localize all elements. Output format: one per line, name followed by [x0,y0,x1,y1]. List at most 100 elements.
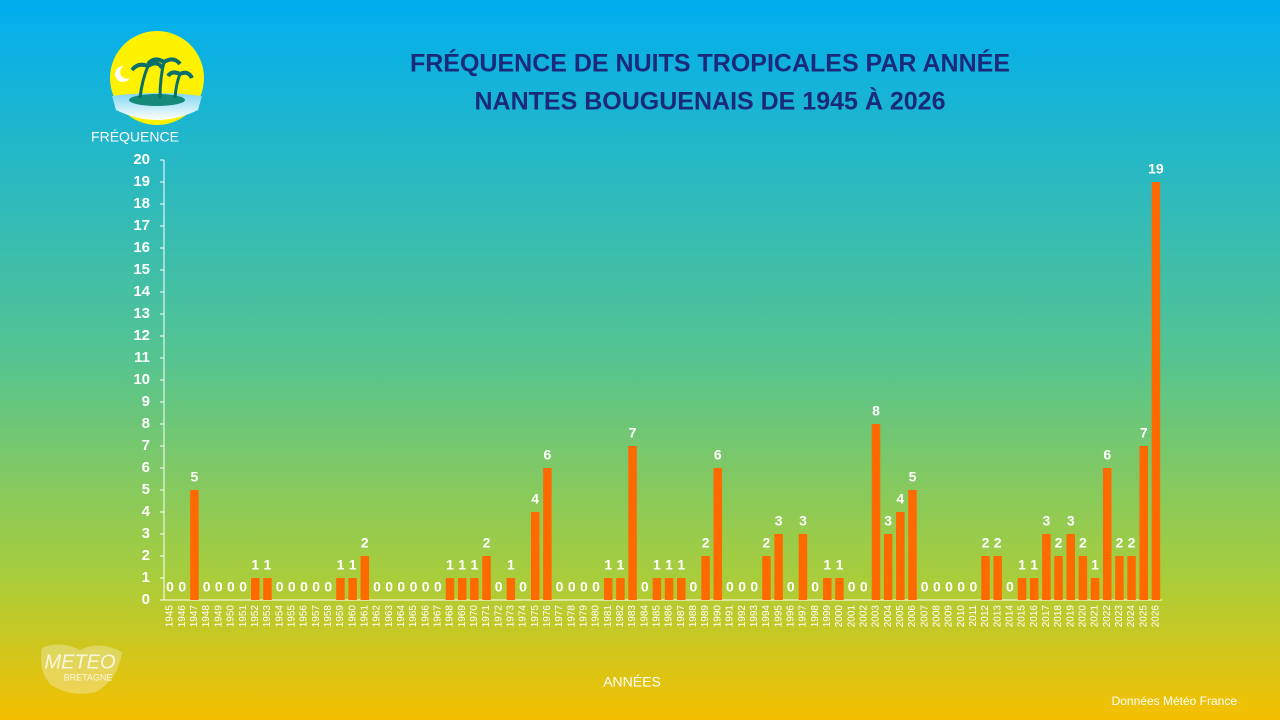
x-tick-label: 1952 [250,605,261,628]
x-tick-label: 1980 [591,605,602,628]
x-tick-label: 1989 [700,605,711,628]
x-tick-label: 2001 [846,605,857,628]
x-tick-label: 1993 [749,605,760,628]
y-tick-label: 14 [133,283,150,300]
value-label: 0 [750,579,758,595]
x-tick-label: 1954 [274,605,285,628]
x-tick-label: 2000 [834,605,845,628]
bar [543,468,552,600]
value-label: 1 [823,557,831,573]
y-tick-label: 18 [133,195,150,212]
x-tick-label: 2019 [1065,605,1076,628]
bar [774,534,783,600]
bar [883,534,893,600]
logo-text: BRETAGNE [64,672,113,682]
value-label: 0 [373,579,381,595]
value-label: 1 [458,557,466,573]
x-tick-label: 1979 [579,605,590,628]
value-label: 0 [324,579,332,595]
value-label: 0 [227,579,235,595]
x-tick-label: 1987 [676,605,687,628]
y-tick-label: 12 [133,327,150,344]
x-tick-label: 2026 [1151,605,1162,628]
value-label: 2 [361,535,369,551]
x-tick-label: 1957 [311,605,322,628]
bar [1115,556,1124,600]
value-label: 1 [1018,557,1026,573]
x-tick-label: 2022 [1102,605,1113,628]
x-tick-label: 1961 [359,605,370,628]
value-label: 0 [556,579,564,595]
bar [1102,468,1112,600]
value-label: 1 [470,557,478,573]
x-tick-label: 2003 [871,605,882,628]
y-tick-label: 17 [133,217,150,234]
value-label: 2 [1055,535,1063,551]
logo-meteo: METEO BRETAGNE [41,644,122,694]
value-label: 0 [1006,579,1014,595]
x-tick-label: 1966 [420,605,431,628]
x-tick-label: 1949 [213,605,224,628]
x-tick-label: 1992 [737,605,748,628]
x-tick-label: 1972 [493,605,504,628]
bar [908,490,917,600]
x-tick-label: 1969 [457,605,468,628]
x-tick-label: 1973 [506,605,517,628]
value-label: 2 [1128,535,1136,551]
value-label: 0 [288,579,296,595]
bar [993,556,1002,600]
value-label: 0 [385,579,393,595]
x-tick-label: 1959 [335,605,346,628]
value-label: 2 [982,535,990,551]
value-label: 0 [933,579,941,595]
bar [1029,578,1039,600]
value-label: 0 [300,579,308,595]
value-label: 1 [349,557,357,573]
x-tick-label: 1978 [566,605,577,628]
x-tick-label: 1947 [189,605,200,628]
bar [823,578,832,600]
x-tick-label: 1995 [773,605,784,628]
x-tick-label: 2005 [895,605,906,628]
x-tick-label: 1982 [615,605,626,628]
x-tick-label: 2018 [1053,605,1064,628]
x-tick-label: 1991 [725,605,736,628]
logo-text: METEO [44,651,115,673]
bar [871,424,881,600]
value-label: 2 [702,535,710,551]
bar [1127,556,1136,600]
value-label: 1 [617,557,625,573]
bar [676,578,686,600]
y-tick-label: 19 [133,173,150,190]
x-tick-label: 2017 [1041,605,1052,628]
y-tick-label: 5 [142,481,150,498]
bar [1054,556,1063,600]
value-label: 0 [787,579,795,595]
bar [506,578,516,600]
value-label: 2 [483,535,491,551]
chart-subtitle: NANTES BOUGUENAIS DE 1945 À 2026 [475,87,946,116]
bar [348,578,357,600]
value-label: 3 [884,513,892,529]
y-axis-label: FRÉQUENCE [91,129,179,145]
x-tick-label: 1999 [822,605,833,628]
x-tick-label: 1965 [408,605,419,628]
bar [603,578,613,600]
x-tick-label: 1974 [518,605,529,628]
value-label: 0 [434,579,442,595]
bar [251,578,260,600]
value-label: 0 [410,579,418,595]
value-label: 7 [629,425,637,441]
x-tick-label: 1967 [432,605,443,628]
x-tick-label: 1975 [530,605,541,628]
chart-title: FRÉQUENCE DE NUITS TROPICALES PAR ANNÉE [410,49,1010,78]
bar [457,578,467,600]
y-tick-label: 7 [142,437,150,454]
value-label: 2 [1079,535,1087,551]
x-tick-label: 1946 [177,605,188,628]
y-tick-label: 10 [133,371,150,388]
value-label: 0 [690,579,698,595]
bar [981,556,990,600]
value-label: 6 [543,447,551,463]
value-label: 0 [568,579,576,595]
